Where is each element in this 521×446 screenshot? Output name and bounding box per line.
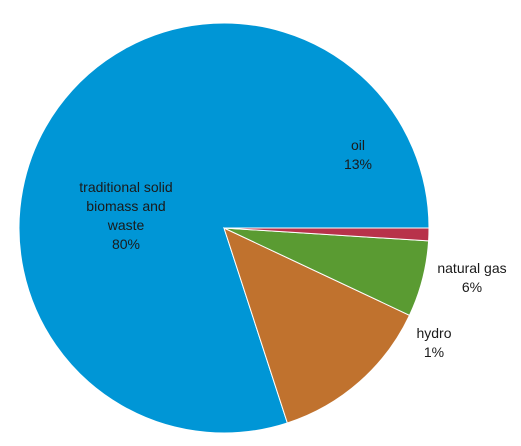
slice-percent-natural-gas: 6% [462,279,482,295]
slice-name-line: hydro [416,325,451,341]
slice-name-line: traditional solid [79,179,172,195]
slice-name-line: biomass and [86,198,165,214]
slice-percent-hydro: 1% [424,344,444,360]
slice-label-hydro: hydro 1% [416,325,451,360]
slice-name-line: oil [351,137,365,153]
slice-name-line: waste [107,217,145,233]
slice-percent-oil: 13% [344,156,372,172]
slice-percent-biomass: 80% [112,236,140,252]
pie-slices [19,23,429,433]
slice-label-natural-gas: natural gas 6% [437,260,506,295]
slice-name-line: natural gas [437,260,506,276]
